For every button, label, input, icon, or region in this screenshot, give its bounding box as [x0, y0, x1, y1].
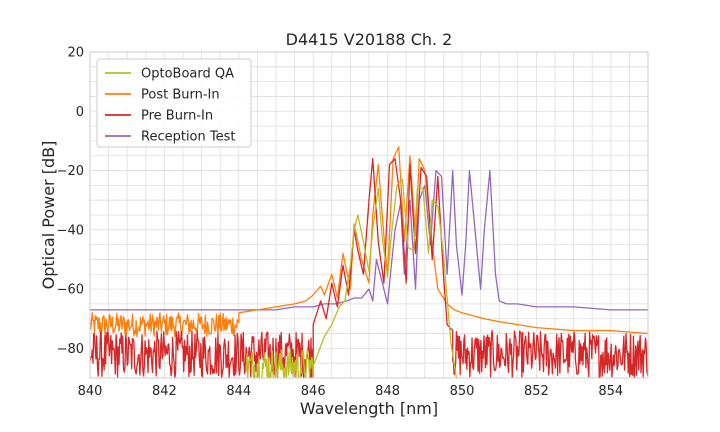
legend-entry: OptoBoard QA: [141, 67, 234, 82]
x-tick-label: 842: [152, 384, 177, 399]
y-tick-label: −80: [57, 342, 84, 357]
legend-entry: Pre Burn-In: [141, 109, 213, 124]
legend-entry: Reception Test: [141, 130, 235, 145]
axes: 840 842 844 846 848 850 852 854 20 0 −20 −40 −60 −80: [57, 46, 649, 399]
x-tick-label: 852: [524, 384, 549, 399]
legend-box: [96, 58, 252, 148]
x-axis-label: Wavelength [nm]: [300, 399, 438, 418]
series-line-post-burn-in: [90, 146, 648, 338]
series-line-optoboard-qa: [245, 178, 462, 378]
series-group: [90, 146, 648, 378]
x-tick-label: 846: [301, 384, 326, 399]
legend-entry: Post Burn-In: [141, 88, 220, 103]
y-tick-label: 0: [76, 105, 84, 120]
x-tick-label: 848: [375, 384, 400, 399]
legend: OptoBoard QA Post Burn-In Pre Burn-In Recep…: [96, 58, 252, 148]
series-line-reception-test: [90, 169, 648, 311]
y-tick-label: 20: [67, 46, 84, 61]
y-axis-label: Optical Power [dB]: [39, 141, 58, 290]
y-tick-label: −20: [57, 164, 84, 179]
x-tick-label: 850: [450, 384, 475, 399]
x-tick-label: 840: [78, 384, 103, 399]
plot-area: [90, 146, 648, 378]
y-tick-label: −60: [57, 283, 84, 298]
y-tick-label: −40: [57, 223, 84, 238]
series-line-pre-burn-in: [90, 158, 648, 378]
chart-title: D4415 V20188 Ch. 2: [286, 30, 453, 49]
x-tick-label: 854: [598, 384, 623, 399]
axes-frame: [89, 51, 649, 379]
x-tick-label: 844: [226, 384, 251, 399]
